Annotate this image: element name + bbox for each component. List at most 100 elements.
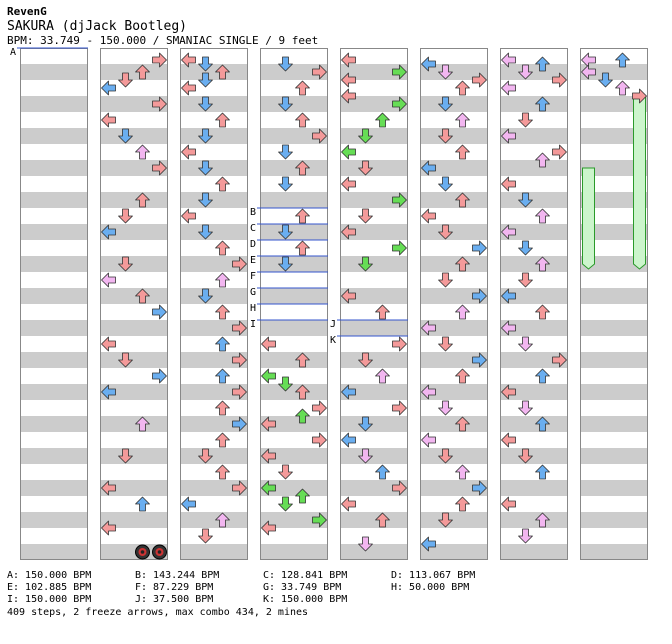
- up-arrow-icon: [135, 288, 150, 304]
- down-arrow-icon: [118, 256, 133, 272]
- up-arrow-icon: [135, 144, 150, 160]
- left-arrow-icon: [261, 416, 276, 432]
- beat-stripe: [100, 192, 168, 208]
- left-arrow-icon: [501, 52, 516, 68]
- up-arrow-icon: [455, 192, 470, 208]
- beat-stripe: [340, 64, 408, 80]
- down-arrow-icon: [518, 112, 533, 128]
- beat-stripe: [340, 544, 408, 560]
- up-arrow-icon: [295, 488, 310, 504]
- left-arrow-icon: [181, 144, 196, 160]
- bpm-change-label: C: [250, 223, 256, 234]
- left-arrow-icon: [501, 176, 516, 192]
- left-arrow-icon: [501, 432, 516, 448]
- up-arrow-icon: [215, 432, 230, 448]
- up-arrow-icon: [375, 512, 390, 528]
- up-arrow-icon: [535, 208, 550, 224]
- right-arrow-icon: [552, 352, 567, 368]
- beat-stripe: [100, 480, 168, 496]
- beat-stripe: [260, 544, 328, 560]
- down-arrow-icon: [438, 224, 453, 240]
- beat-stripe: [500, 384, 568, 400]
- right-arrow-icon: [232, 320, 247, 336]
- chart-column: [340, 48, 408, 560]
- beat-stripe: [340, 288, 408, 304]
- beat-stripe: [500, 96, 568, 112]
- beat-stripe: [20, 64, 88, 80]
- beat-stripe: [340, 384, 408, 400]
- beat-stripe: [20, 128, 88, 144]
- freeze-arrow: [582, 167, 595, 270]
- beat-stripe: [260, 448, 328, 464]
- chart-column: [20, 48, 88, 560]
- bpm-change-entry: D: 113.067 BPM: [391, 570, 476, 581]
- beat-stripe: [420, 96, 488, 112]
- left-arrow-icon: [421, 56, 436, 72]
- up-arrow-icon: [295, 160, 310, 176]
- down-arrow-icon: [278, 144, 293, 160]
- up-arrow-icon: [295, 408, 310, 424]
- beat-stripe: [20, 256, 88, 272]
- column-border: [420, 48, 488, 560]
- left-arrow-icon: [101, 384, 116, 400]
- beat-stripe: [20, 224, 88, 240]
- right-arrow-icon: [472, 480, 487, 496]
- beat-stripe: [180, 480, 248, 496]
- beat-stripe: [580, 224, 648, 240]
- down-arrow-icon: [198, 128, 213, 144]
- beat-stripe: [100, 96, 168, 112]
- down-arrow-icon: [438, 400, 453, 416]
- beat-stripe: [500, 224, 568, 240]
- beat-stripe: [260, 224, 328, 240]
- beat-stripe: [100, 224, 168, 240]
- beat-stripe: [100, 352, 168, 368]
- up-arrow-icon: [455, 112, 470, 128]
- beat-stripe: [420, 544, 488, 560]
- beat-stripe: [180, 224, 248, 240]
- left-arrow-icon: [501, 80, 516, 96]
- mine-icon: [135, 544, 150, 560]
- right-arrow-icon: [472, 240, 487, 256]
- beat-stripe: [20, 96, 88, 112]
- down-arrow-icon: [438, 336, 453, 352]
- up-arrow-icon: [215, 336, 230, 352]
- beat-stripe: [20, 320, 88, 336]
- down-arrow-icon: [278, 224, 293, 240]
- down-arrow-icon: [118, 352, 133, 368]
- beat-stripe: [340, 320, 408, 336]
- beat-stripe: [580, 64, 648, 80]
- up-arrow-icon: [535, 152, 550, 168]
- column-border: [500, 48, 568, 560]
- left-arrow-icon: [101, 80, 116, 96]
- left-arrow-icon: [341, 496, 356, 512]
- right-arrow-icon: [152, 304, 167, 320]
- beat-stripe: [340, 160, 408, 176]
- bpm-change-entry: F: 87.229 BPM: [135, 582, 214, 593]
- beat-stripe: [500, 480, 568, 496]
- bpm-change-entry: G: 33.749 BPM: [263, 582, 342, 593]
- up-arrow-icon: [215, 512, 230, 528]
- down-arrow-icon: [278, 376, 293, 392]
- down-arrow-icon: [278, 56, 293, 72]
- beat-stripe: [100, 64, 168, 80]
- beat-stripe: [20, 384, 88, 400]
- beat-stripe: [260, 416, 328, 432]
- beat-stripe: [20, 160, 88, 176]
- right-arrow-icon: [392, 96, 407, 112]
- up-arrow-icon: [215, 304, 230, 320]
- beat-stripe: [340, 256, 408, 272]
- beat-stripe: [420, 416, 488, 432]
- beat-stripe: [180, 416, 248, 432]
- beat-stripe: [580, 192, 648, 208]
- bpm-change-label: B: [250, 207, 256, 218]
- left-arrow-icon: [501, 288, 516, 304]
- beat-stripe: [180, 448, 248, 464]
- left-arrow-icon: [501, 224, 516, 240]
- left-arrow-icon: [501, 384, 516, 400]
- left-arrow-icon: [501, 128, 516, 144]
- chart-column: [580, 48, 648, 560]
- beat-stripe: [580, 416, 648, 432]
- beat-stripe: [500, 416, 568, 432]
- beat-stripe: [340, 128, 408, 144]
- beat-stripe: [20, 352, 88, 368]
